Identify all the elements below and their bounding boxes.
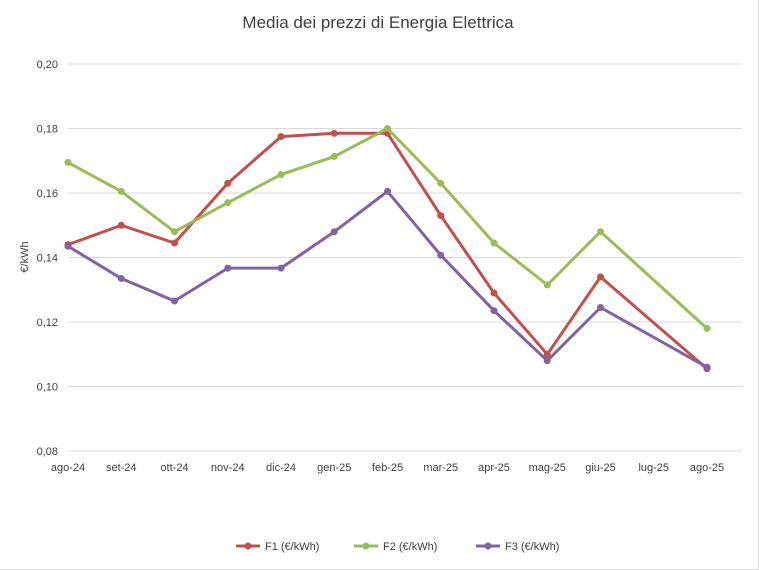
series-2: [64, 125, 711, 332]
data-point: [703, 363, 711, 371]
data-point: [277, 133, 285, 141]
series-3: [64, 187, 711, 371]
legend-marker: [244, 542, 252, 550]
x-tick-label: gen-25: [317, 462, 351, 474]
data-point: [117, 187, 125, 195]
data-point: [437, 212, 445, 220]
x-tick-label: mar-25: [423, 462, 458, 474]
data-point: [224, 264, 232, 272]
legend-label: F3 (€/kWh): [505, 541, 559, 553]
data-point: [543, 281, 551, 289]
legend: F1 (€/kWh) F2 (€/kWh) F3 (€/kWh): [236, 541, 559, 553]
data-point: [543, 357, 551, 365]
x-tick-label: dic-24: [266, 462, 296, 474]
y-tick-label: 0,20: [37, 59, 58, 71]
data-point: [330, 153, 338, 161]
data-point: [490, 239, 498, 247]
x-tick-label: ott-24: [160, 462, 188, 474]
legend-marker: [484, 542, 492, 550]
legend-entry: F2 (€/kWh): [354, 541, 437, 553]
legend-entry: F1 (€/kWh): [236, 541, 319, 553]
x-tick-label: ago-24: [51, 462, 85, 474]
data-point: [597, 273, 604, 281]
data-point: [64, 158, 72, 166]
data-point: [330, 228, 338, 236]
x-tick-label: lug-25: [638, 462, 669, 474]
y-tick-label: 0,18: [37, 124, 58, 136]
data-point: [117, 221, 125, 229]
data-point: [224, 199, 232, 207]
x-tick-label: mag-25: [529, 462, 566, 474]
x-tick-label: nov-24: [211, 462, 245, 474]
y-tick-label: 0,08: [37, 446, 58, 458]
axes: 0,08 0,10 0,12 0,14 0,16 0,18 0,20 ago-24 set-24…: [37, 59, 725, 474]
series-line: [66, 189, 709, 369]
x-tick-label: feb-25: [372, 462, 403, 474]
y-axis-label: €/kWh: [19, 241, 31, 272]
data-point: [437, 179, 445, 187]
x-tick-label: apr-25: [478, 462, 510, 474]
data-point: [490, 289, 498, 297]
series-line: [66, 131, 709, 371]
legend-label: F1 (€/kWh): [265, 541, 319, 553]
legend-label: F2 (€/kWh): [383, 541, 437, 553]
series-line: [66, 127, 709, 330]
data-point: [171, 239, 178, 247]
gridlines: [68, 63, 742, 452]
y-tick-label: 0,12: [37, 317, 58, 329]
y-tick-label: 0,14: [37, 253, 58, 265]
data-point: [597, 303, 604, 311]
y-tick-label: 0,16: [37, 188, 58, 200]
data-point: [330, 129, 338, 137]
data-point: [543, 350, 551, 358]
x-tick-label: giu-25: [585, 462, 616, 474]
x-tick-label: ago-25: [690, 462, 724, 474]
y-tick-label: 0,10: [37, 382, 58, 394]
x-tick-label: set-24: [106, 462, 137, 474]
data-point: [171, 297, 178, 305]
data-point: [117, 274, 125, 282]
legend-marker: [362, 542, 370, 550]
data-point: [384, 187, 391, 195]
legend-entry: F3 (€/kWh): [476, 541, 559, 553]
data-point: [277, 264, 285, 272]
series-1: [64, 129, 711, 373]
data-point: [277, 171, 285, 179]
data-point: [437, 251, 445, 259]
data-point: [224, 179, 232, 187]
data-point: [171, 228, 178, 236]
data-point: [490, 307, 498, 315]
data-point: [703, 324, 711, 332]
chart-title: Media dei prezzi di Energia Elettrica: [242, 13, 514, 32]
data-point: [64, 242, 72, 250]
series-layer: [64, 125, 711, 373]
data-point: [597, 228, 604, 236]
data-point: [384, 125, 391, 132]
